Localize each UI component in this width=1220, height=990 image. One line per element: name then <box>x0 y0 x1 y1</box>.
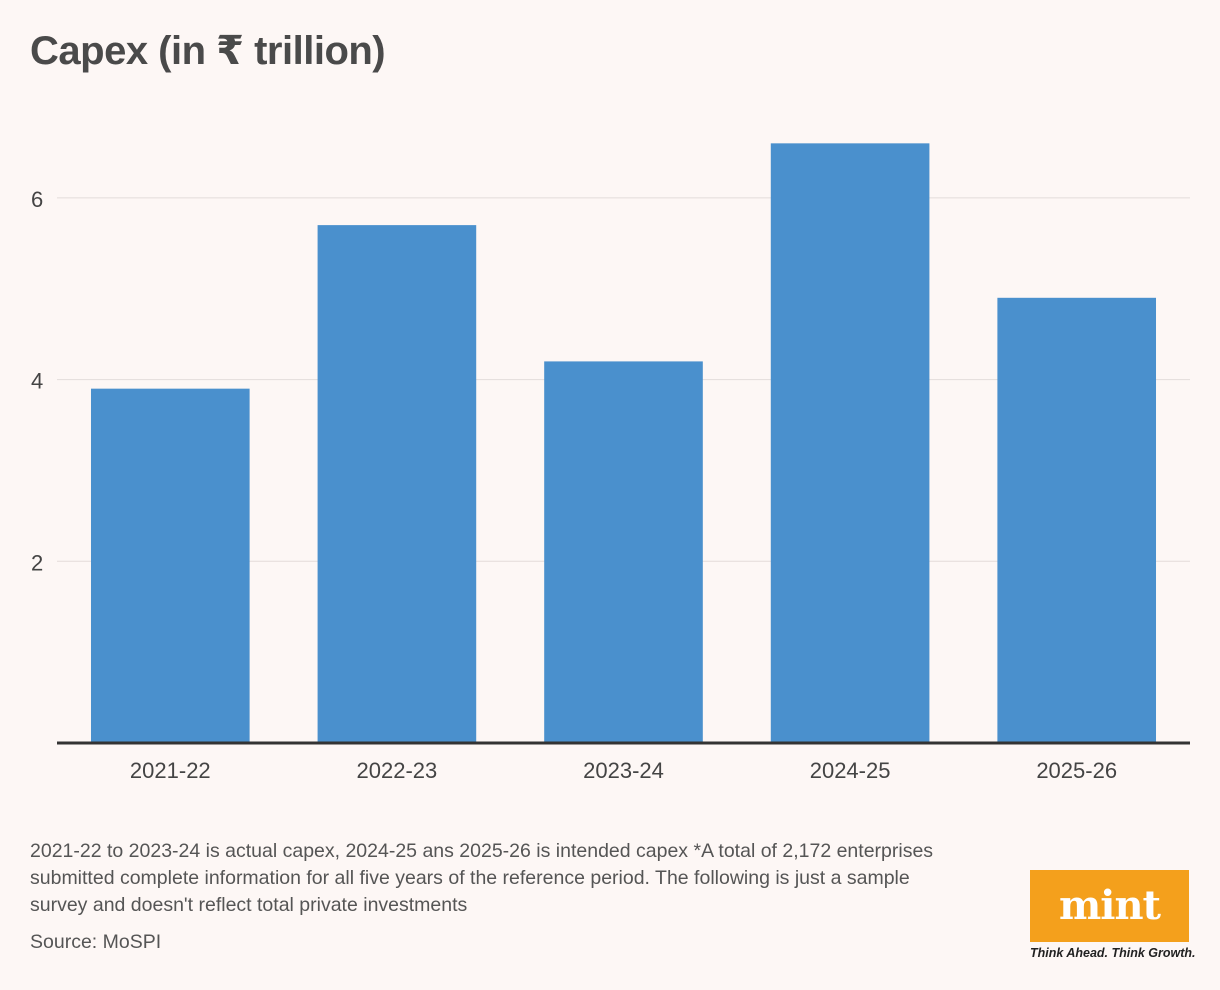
x-tick-label: 2024-25 <box>810 758 891 783</box>
mint-logo: mint <box>1030 870 1189 942</box>
y-tick-label: 6 <box>31 187 43 212</box>
logo-wordmark: mint <box>1058 882 1161 929</box>
bar-2023-24 <box>544 361 703 743</box>
bar-2021-22 <box>90 388 250 743</box>
x-tick-label: 2025-26 <box>1036 758 1117 783</box>
source-note: Source: MoSPI <box>30 931 162 953</box>
chart-title: Capex (in ₹ trillion) <box>30 29 386 73</box>
bar-chart: 2 4 6 2021-22 2022-23 2023-24 2024-25 2025-26 <box>31 143 1190 783</box>
footnote: 2021-22 to 2023-24 is actual capex, 2024… <box>30 840 934 916</box>
x-tick-label: 2023-24 <box>583 758 664 783</box>
y-tick-label: 4 <box>31 369 43 394</box>
logo-tagline: Think Ahead. Think Growth. <box>1030 946 1196 960</box>
x-tick-label: 2022-23 <box>357 758 438 783</box>
x-tick-label: 2021-22 <box>130 758 211 783</box>
bar-2024-25 <box>770 143 930 744</box>
bar-2022-23 <box>317 225 477 744</box>
bar-2025-26 <box>997 297 1157 743</box>
y-tick-label: 2 <box>31 550 43 575</box>
